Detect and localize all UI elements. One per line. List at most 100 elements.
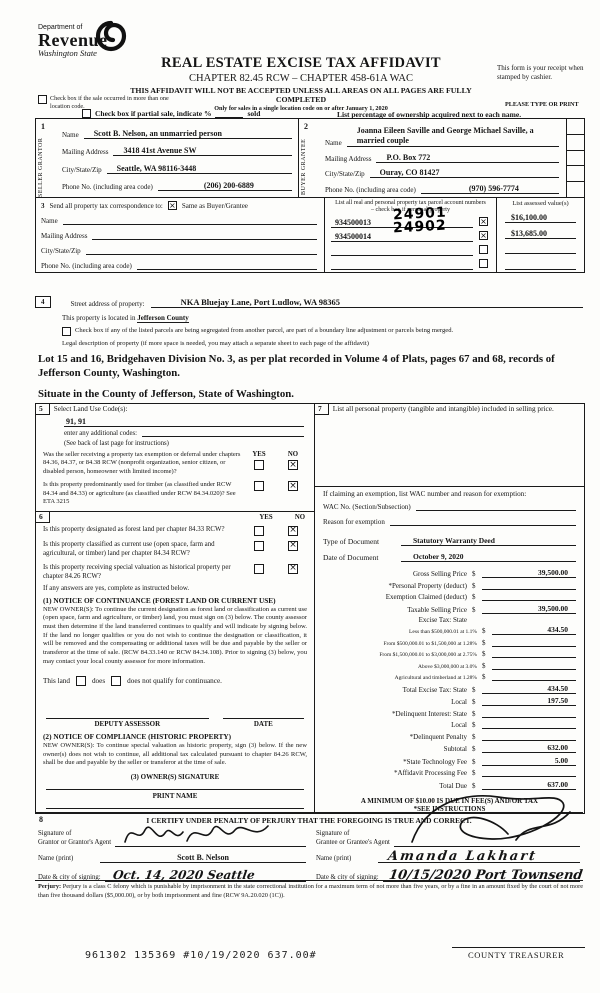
partial-sale-suffix: sold bbox=[247, 109, 261, 118]
total-amount: 197.50 bbox=[482, 696, 576, 706]
dollar-sign: $ bbox=[472, 570, 476, 578]
total-amount: 434.50 bbox=[482, 684, 576, 694]
total-label: Local bbox=[451, 721, 467, 729]
deputy-assessor-field: DEPUTY ASSESSOR bbox=[46, 717, 209, 728]
money-amount bbox=[482, 581, 576, 590]
land-use-header-row: 5 Select Land Use Code(s): bbox=[36, 404, 314, 415]
money-amount: 39,500.00 bbox=[482, 604, 576, 614]
document-type-row: Type of Document Statutory Warranty Deed bbox=[323, 536, 576, 546]
dollar-sign: $ bbox=[472, 781, 476, 790]
dollar-sign: $ bbox=[482, 650, 486, 658]
buyer-csz-value: Ouray, CO 81427 bbox=[369, 168, 559, 179]
money-label: *Personal Property (deduct) bbox=[388, 581, 467, 590]
section6-q3-text: Is this property receiving special valua… bbox=[43, 563, 231, 580]
name-print-label: Name (print) bbox=[38, 854, 74, 862]
document-type-label: Type of Document bbox=[323, 537, 380, 546]
notice1-title: (1) NOTICE OF CONTINUANCE (FOREST LAND O… bbox=[43, 595, 276, 605]
wac-value bbox=[415, 509, 576, 511]
document-type-value: Statutory Warranty Deed bbox=[401, 536, 576, 546]
ownership-percent-cell bbox=[567, 182, 584, 197]
perjury-paragraph: Perjury: Perjury is a class C felony whi… bbox=[38, 883, 583, 900]
rate-label: From $500,000.01 to $1,500,000 at 1.28% bbox=[383, 640, 478, 647]
seller-section-number: 1 bbox=[41, 122, 45, 131]
multi-location-label: Check box if the sale occurred in more t… bbox=[50, 95, 169, 110]
total-amount bbox=[482, 768, 576, 777]
notice1-body: NEW OWNER(S): To continue the current de… bbox=[43, 605, 307, 665]
form-only-note: Only for sales in a single location code… bbox=[214, 105, 388, 112]
situate-text: Situate in the County of Jefferson, Stat… bbox=[38, 388, 294, 400]
form-title: REAL ESTATE EXCISE TAX AFFIDAVIT bbox=[161, 55, 441, 71]
section6-header-row: 6 YES NO bbox=[36, 510, 314, 523]
segregated-label: Check box if any of the listed parcels a… bbox=[75, 327, 454, 334]
logo-line3: Washington State bbox=[38, 48, 97, 58]
assessed-value: $13,685.00 bbox=[505, 229, 576, 239]
type-or-print-note: PLEASE TYPE OR PRINT bbox=[505, 101, 579, 108]
total-amount bbox=[482, 732, 576, 741]
money-row: Taxable Selling Price $39,500.00 bbox=[315, 604, 576, 614]
grantor-signature-row: Signature of Grantor or Grantor's Agent bbox=[38, 825, 306, 847]
deputy-date-field: DATE bbox=[222, 717, 304, 728]
money-row: Exemption Claimed (deduct) $ bbox=[315, 592, 576, 601]
ownership-note: List percentage of ownership acquired ne… bbox=[337, 110, 522, 119]
grantor-date-city-handwritten: Oct. 14, 2020 Seattle bbox=[111, 868, 256, 882]
section5-q1-answers: YES NO × bbox=[245, 451, 307, 476]
rate-row: From $1,500,000.01 to $3,000,000 at 2.75… bbox=[315, 649, 576, 658]
corr-phone-label: Phone No. (including area code) bbox=[41, 262, 132, 270]
correspondence-section: 3 Send all property tax correspondence t… bbox=[36, 198, 325, 272]
form-chapter: CHAPTER 82.45 RCW – CHAPTER 458-61A WAC bbox=[189, 73, 413, 84]
corr-phone-blank bbox=[136, 269, 317, 270]
sig-label-line1: Signature of bbox=[316, 830, 350, 838]
legal-description-text: Lot 15 and 16, Bridgehaven Division No. … bbox=[38, 353, 555, 380]
perjury-text: Perjury is a class C felony which is pun… bbox=[38, 883, 583, 899]
reason-value bbox=[389, 524, 576, 526]
dollar-sign: $ bbox=[472, 732, 476, 741]
section7-heading: List all personal property (tangible and… bbox=[332, 404, 554, 413]
land-use-label: Select Land Use Code(s): bbox=[53, 405, 128, 413]
seller-side-label-1: SELLER bbox=[38, 171, 44, 197]
located-prefix: This property is located in bbox=[62, 314, 136, 322]
notice2-body: NEW OWNER(S): To continue special valuat… bbox=[43, 741, 307, 767]
seller-side-label: SELLER GRANTOR bbox=[38, 137, 45, 197]
section6-question1: Is this property designated as forest la… bbox=[43, 525, 307, 536]
if-yes-note: If any answers are yes, complete as inst… bbox=[43, 584, 190, 592]
document-date-row: Date of Document October 9, 2020 bbox=[323, 552, 576, 562]
grantee-signature-row: Signature of Grantee or Grantee's Agent bbox=[316, 795, 580, 847]
signature-halves: Signature of Grantor or Grantor's Agent … bbox=[35, 795, 583, 883]
dor-logo: Department of Revenue Washington State bbox=[38, 24, 108, 58]
continuance-prefix: This land bbox=[43, 677, 70, 686]
reason-label: Reason for exemption bbox=[323, 517, 385, 526]
section6-yesno-labels: YES NO bbox=[252, 514, 314, 522]
corr-csz-blank bbox=[85, 254, 317, 255]
parcels-header-line2: – check box if personal property bbox=[370, 207, 451, 214]
q2-yes-checkbox bbox=[254, 481, 264, 492]
deputy-assessor-line bbox=[46, 717, 209, 719]
seller-phone-label: Phone No. (including area code) bbox=[62, 183, 153, 192]
grantor-signature-label: Signature of Grantor or Grantor's Agent bbox=[38, 830, 111, 847]
total-amount bbox=[482, 720, 576, 729]
print-name-line bbox=[46, 808, 304, 809]
total-row: Local $197.50 bbox=[315, 696, 576, 706]
logo-line1: Department of bbox=[38, 24, 83, 31]
date-city-label: Date & city of signing: bbox=[38, 873, 101, 881]
ownership-percent-cell bbox=[567, 135, 584, 151]
dollar-sign: $ bbox=[482, 638, 486, 647]
sig-label-line2: Grantee or Grantee's Agent bbox=[316, 838, 390, 846]
seller-mailing-label: Mailing Address bbox=[62, 148, 109, 157]
minimum-note-1: A MINIMUM OF $10.00 IS DUE IN FEE(S) AND… bbox=[360, 797, 539, 805]
does-label: does bbox=[91, 677, 106, 686]
parcel-number bbox=[331, 255, 473, 257]
yes-label: YES bbox=[259, 513, 273, 521]
section6-q1-text: Is this property designated as forest la… bbox=[43, 525, 225, 533]
continuance-row: This land does does not qualify for cont… bbox=[43, 676, 307, 687]
corr-name-label: Name bbox=[41, 217, 58, 225]
rate-amount: 434.50 bbox=[492, 625, 576, 635]
total-row: Total Excise Tax: State $434.50 bbox=[315, 684, 576, 694]
total-row: *Delinquent Interest: State $ bbox=[315, 709, 576, 718]
seller-name-label: Name bbox=[62, 130, 79, 139]
money-row: Gross Selling Price $39,500.00 bbox=[315, 568, 576, 578]
buyer-phone-value: (970) 596-7774 bbox=[420, 184, 559, 194]
parcels-header-line1: List all real and personal property tax … bbox=[335, 200, 486, 206]
notice2-title: (2) NOTICE OF COMPLIANCE (HISTORIC PROPE… bbox=[43, 731, 232, 741]
rate-row: From $500,000.01 to $1,500,000 at 1.28% $ bbox=[315, 638, 576, 647]
deputy-assessor-row: DEPUTY ASSESSOR DATE bbox=[46, 717, 304, 728]
